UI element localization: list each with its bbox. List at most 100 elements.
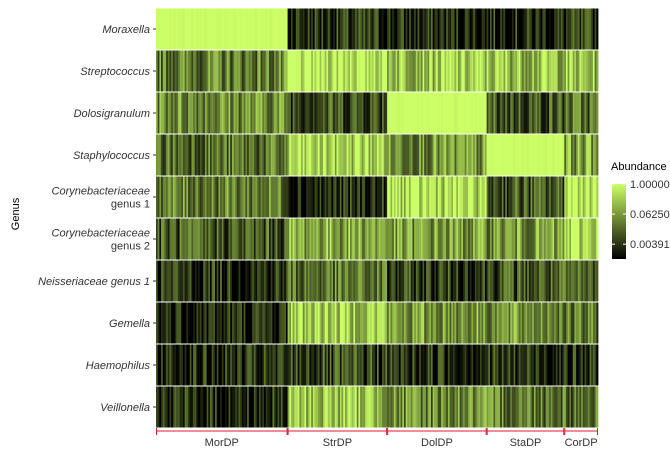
heatmap-cell [469, 134, 472, 176]
heatmap-cell [328, 8, 331, 50]
heatmap-cell [287, 218, 290, 260]
heatmap-cell [410, 386, 413, 428]
heatmap-cell [370, 344, 373, 386]
heatmap-cell [576, 176, 579, 218]
heatmap-cell [341, 176, 344, 218]
heatmap-cell [230, 92, 233, 134]
heatmap-cell [562, 386, 565, 428]
heatmap-cell [321, 134, 324, 176]
heatmap-cell [179, 260, 182, 302]
heatmap-cell [527, 134, 530, 176]
heatmap-cell [577, 386, 580, 428]
heatmap-cell [555, 218, 558, 260]
heatmap-cell [346, 218, 349, 260]
heatmap-cell [549, 50, 552, 92]
heatmap-cell [511, 302, 515, 344]
heatmap-cell [400, 386, 403, 428]
heatmap-cell [296, 50, 299, 92]
heatmap-cell [508, 386, 511, 428]
heatmap-cell [331, 8, 334, 50]
heatmap-cell [415, 344, 418, 386]
heatmap-cell [392, 218, 395, 260]
heatmap-cell [463, 176, 466, 218]
heatmap-cell [270, 344, 273, 386]
heatmap-cell [252, 50, 255, 92]
heatmap-cell [215, 50, 218, 92]
heatmap-cell [383, 8, 386, 50]
heatmap-cell [223, 302, 226, 344]
heatmap-cell [277, 8, 280, 50]
heatmap-cell [344, 134, 348, 176]
heatmap-cell [360, 92, 363, 134]
heatmap-cell [554, 134, 557, 176]
heatmap-cell [282, 134, 285, 176]
heatmap-cell [402, 8, 405, 50]
heatmap-cell [228, 8, 231, 50]
heatmap-cell [427, 92, 430, 134]
heatmap-cell [267, 260, 270, 302]
heatmap-cell [464, 344, 467, 386]
heatmap-cell [533, 218, 536, 260]
heatmap-cell [375, 302, 378, 344]
heatmap-cell [231, 176, 235, 218]
heatmap-cell [344, 92, 348, 134]
heatmap-cell [263, 92, 267, 134]
heatmap-cell [498, 302, 501, 344]
heatmap-cell [336, 176, 339, 218]
heatmap-cell [321, 386, 324, 428]
heatmap-cell [444, 8, 447, 50]
heatmap-cell [581, 134, 584, 176]
heatmap-cell [209, 302, 213, 344]
heatmap-cell [279, 218, 282, 260]
heatmap-cell [479, 8, 482, 50]
heatmap-cell [466, 344, 469, 386]
heatmap-cell [393, 92, 396, 134]
heatmap-cell [323, 302, 326, 344]
heatmap-cell [596, 134, 599, 176]
heatmap-cell [511, 386, 515, 428]
heatmap-cell [584, 386, 587, 428]
heatmap-cell [208, 386, 211, 428]
heatmap-cell [240, 8, 243, 50]
heatmap-cell [549, 134, 552, 176]
heatmap-cell [385, 218, 388, 260]
heatmap-cell [468, 344, 471, 386]
heatmap-cell [326, 92, 329, 134]
heatmap-cell [538, 92, 542, 134]
heatmap-cell [277, 92, 280, 134]
heatmap-cell [572, 8, 575, 50]
heatmap-cell [204, 134, 208, 176]
heatmap-cell [296, 386, 299, 428]
heatmap-cell [294, 50, 297, 92]
heatmap-cell [594, 134, 597, 176]
heatmap-cell [511, 134, 515, 176]
heatmap-cell [409, 260, 412, 302]
heatmap-cell [201, 218, 204, 260]
heatmap-cell [267, 386, 270, 428]
heatmap-cell [274, 218, 277, 260]
heatmap-cell [255, 260, 258, 302]
heatmap-cell [442, 92, 445, 134]
heatmap-cell [329, 218, 332, 260]
heatmap-cell [511, 344, 515, 386]
heatmap-cell [523, 386, 526, 428]
heatmap-cell [424, 344, 427, 386]
heatmap-cell [169, 8, 172, 50]
heatmap-cell [378, 50, 381, 92]
heatmap-cell [311, 92, 314, 134]
heatmap-cell [198, 134, 201, 176]
heatmap-cell [582, 260, 585, 302]
heatmap-cell [371, 8, 375, 50]
heatmap-cell [260, 134, 263, 176]
heatmap-cell [346, 8, 349, 50]
heatmap-cell [409, 344, 412, 386]
heatmap-cell [216, 302, 219, 344]
heatmap-cell [282, 260, 285, 302]
heatmap-cell [172, 92, 175, 134]
heatmap-cell [260, 386, 263, 428]
heatmap-cell [547, 344, 550, 386]
heatmap-cell [167, 176, 170, 218]
heatmap-cell [225, 134, 228, 176]
heatmap-cell [220, 302, 223, 344]
heatmap-cell [581, 8, 584, 50]
